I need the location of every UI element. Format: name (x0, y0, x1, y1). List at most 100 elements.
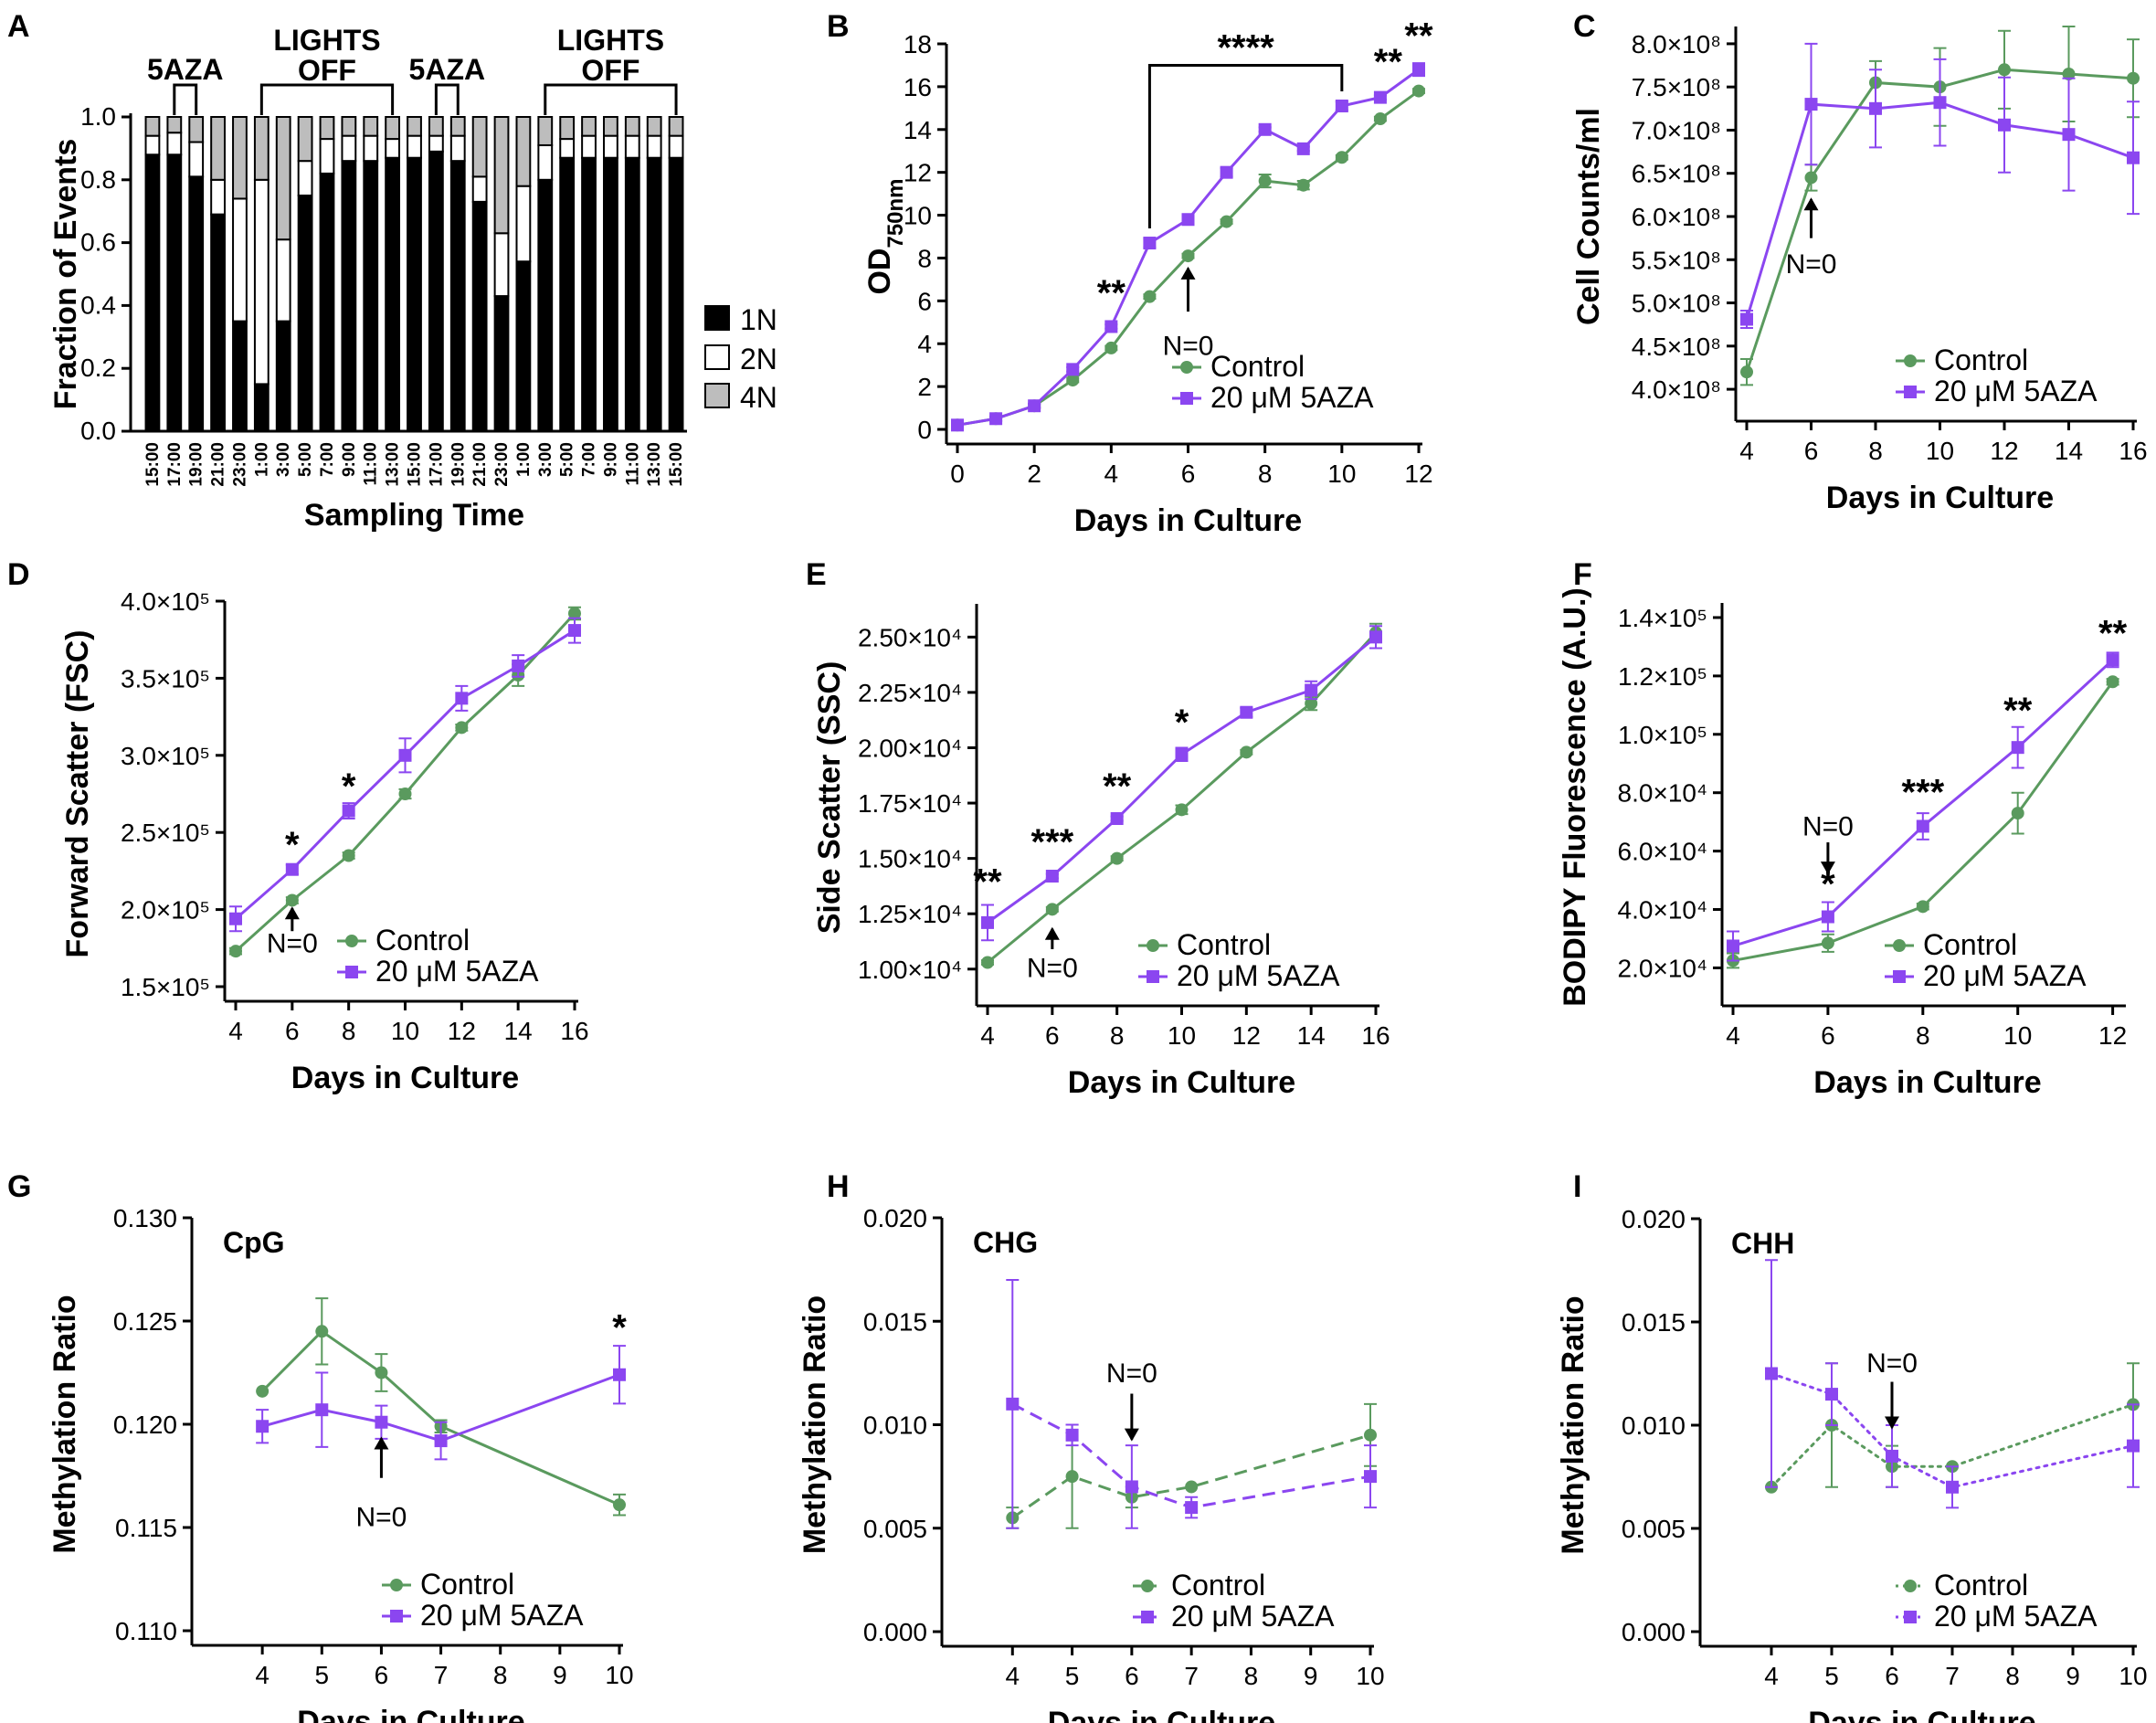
point-5aza (1373, 90, 1387, 104)
annotation-bracket (259, 83, 395, 115)
point-5aza (1335, 99, 1348, 112)
point-5aza (1220, 165, 1233, 179)
y-tick-label-c: 5.5×10⁸ (1632, 246, 1721, 274)
y-tick-label-b: 12 (904, 159, 932, 187)
x-tick-label-i: 9 (2066, 1662, 2080, 1690)
arrow-label-e: N=0 (1027, 954, 1078, 984)
point-control (1143, 290, 1157, 303)
bar-2n-segment (166, 132, 183, 156)
x-tick-label-d: 14 (504, 1017, 533, 1045)
arrow-label-i: N=0 (1866, 1348, 1918, 1379)
bar-1n-segment (537, 178, 554, 433)
y-tick-label-d: 2.5×10⁵ (121, 819, 210, 847)
x-tick-label-e: 4 (980, 1021, 995, 1050)
annotation-label: 5AZA (147, 53, 224, 86)
x-tick-label-a: 9:00 (601, 442, 620, 477)
y-axis-title-subscript-b: 750nm (883, 178, 908, 248)
point-control (1335, 151, 1348, 164)
point-5aza (1821, 910, 1834, 924)
bar-4n-segment (407, 116, 422, 137)
bar-2n-segment (449, 134, 466, 163)
point-control (2127, 71, 2140, 85)
bar-1n-segment (515, 260, 532, 432)
point-control (1104, 341, 1118, 354)
y-tick-label-f: 1.4×10⁵ (1618, 604, 1707, 632)
point-5aza (1946, 1480, 1959, 1494)
panel-letter-i: I (1573, 1169, 1581, 1204)
bar-1n-segment (319, 172, 335, 432)
y-tick-label-g: 0.115 (115, 1514, 177, 1542)
point-control (1804, 171, 1818, 185)
bar-4n-segment (471, 116, 488, 178)
legend-label-control: Control (1171, 1569, 1265, 1601)
panel-letter-c: C (1573, 9, 1596, 44)
x-tick-label-b: 10 (1327, 460, 1356, 488)
x-tick-label-i: 4 (1764, 1662, 1779, 1690)
legend-label-5aza: 20 μM 5AZA (1177, 959, 1340, 992)
panel-letter-e: E (806, 557, 827, 592)
bar-2n-segment (515, 185, 532, 263)
point-5aza (1825, 1388, 1838, 1401)
arrow-label-d: N=0 (267, 929, 318, 959)
point-control (315, 1325, 329, 1338)
bar-2n-segment (341, 134, 357, 163)
y-tick-label-g: 0.130 (113, 1204, 177, 1232)
context-label-i: CHH (1731, 1227, 1794, 1260)
bar-2n-segment (428, 134, 444, 153)
x-tick-label-a: 7:00 (580, 442, 599, 477)
point-control (2011, 807, 2024, 820)
bar-4n-segment (624, 116, 640, 137)
point-5aza (1369, 630, 1382, 644)
arrow-head-b (1180, 266, 1196, 280)
point-control (1065, 1470, 1079, 1484)
bar-4n-segment (188, 116, 205, 143)
panel-letter-f: F (1573, 557, 1592, 592)
bar-2n-segment (210, 178, 226, 216)
bar-1n-segment (275, 320, 291, 433)
y-tick-label-d: 3.0×10⁵ (121, 742, 210, 770)
point-5aza (1066, 363, 1080, 376)
legend-marker-control (1141, 1580, 1154, 1592)
point-5aza (1869, 101, 1882, 115)
legend-marker-5aza (1893, 970, 1906, 983)
bar-2n-segment (144, 134, 161, 156)
point-control (1373, 112, 1387, 126)
annotation-label: LIGHTS (273, 24, 380, 57)
y-tick-label-i: 0.005 (1622, 1515, 1686, 1543)
x-tick-label-f: 8 (1916, 1021, 1930, 1050)
x-tick-label-a: 17:00 (427, 442, 446, 487)
x-tick-label-e: 8 (1110, 1021, 1125, 1050)
bar-4n-segment (275, 116, 291, 241)
y-axis-title-h: Methylation Ratio (798, 1295, 832, 1554)
y-tick-label-b: 10 (904, 202, 932, 230)
point-5aza (1006, 1397, 1020, 1411)
arrow-head-i (1885, 1416, 1899, 1430)
x-tick-label-h: 8 (1244, 1662, 1259, 1690)
x-tick-label-c: 14 (2055, 437, 2083, 465)
panel-letter-h: H (827, 1169, 850, 1204)
x-tick-label-g: 6 (375, 1661, 389, 1689)
x-tick-label-a: 15:00 (667, 442, 686, 487)
bar-1n-segment (166, 153, 183, 432)
y-axis-title-i: Methylation Ratio (1556, 1295, 1591, 1554)
legend-marker-5aza (1180, 392, 1193, 405)
y-axis-title-f: BODIPY Fluorescence (A.U.) (1558, 587, 1592, 1007)
legend-marker-5aza (1141, 1611, 1154, 1623)
panel-letter-a: A (7, 9, 30, 44)
x-tick-label-a: 19:00 (187, 442, 206, 487)
y-tick-label-b: 14 (904, 116, 932, 144)
y-tick-label-f: 8.0×10⁴ (1618, 779, 1707, 808)
bar-1n-segment (210, 213, 226, 432)
x-tick-label-b: 2 (1027, 460, 1041, 488)
point-control (375, 1366, 388, 1379)
legend-swatch-1n (704, 305, 730, 331)
annotation-label: LIGHTS (557, 24, 664, 57)
point-control (1258, 174, 1272, 188)
y-tick-label-e: 1.75×10⁴ (858, 789, 962, 818)
y-tick-label-i: 0.015 (1622, 1308, 1686, 1337)
bar-2n-segment (603, 134, 618, 159)
bar-2n-segment (493, 232, 510, 298)
arrow-head-f (1820, 862, 1835, 875)
point-5aza (1933, 96, 1947, 110)
bar-2n-segment (407, 134, 422, 159)
